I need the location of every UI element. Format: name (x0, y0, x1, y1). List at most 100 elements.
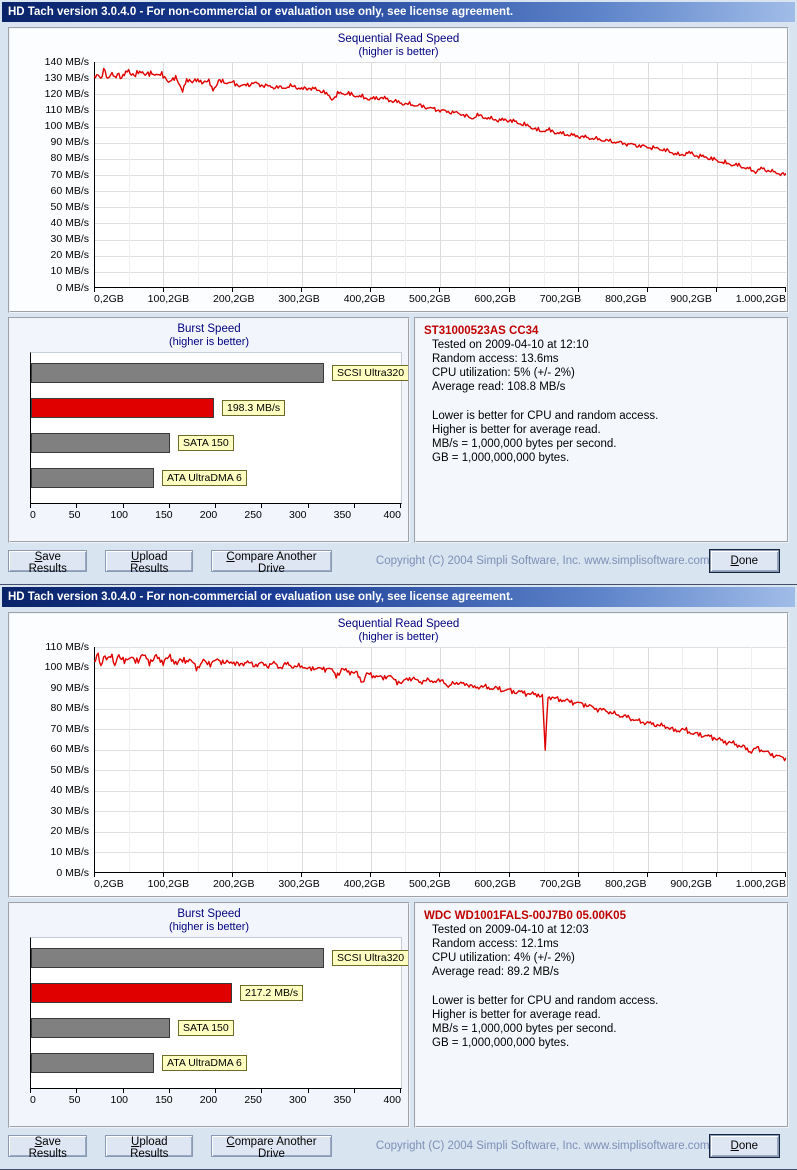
y-tick-label: 70 MB/s (50, 168, 89, 181)
buttons-row: Save Results Upload Results Compare Anot… (8, 1133, 789, 1160)
axis-tick (577, 873, 579, 877)
app-window: HD Tach version 3.0.4.0 - For non-commer… (0, 0, 797, 585)
burst-bar-measured (31, 398, 214, 418)
axis-tick (94, 288, 95, 292)
window-content: Sequential Read Speed (higher is better)… (2, 607, 795, 1161)
axis-tick (646, 873, 648, 877)
axis-tick (307, 504, 309, 508)
axis-tick (400, 504, 401, 508)
burst-x-tick-label: 200 (199, 509, 218, 521)
x-tick-label: 600,2GB (474, 293, 516, 305)
bar-label: SCSI Ultra320 (332, 365, 408, 381)
axis-tick (715, 873, 717, 877)
y-tick-label: 50 MB/s (50, 200, 89, 213)
axis-tick (353, 1089, 355, 1093)
info-line: CPU utilization: 4% (+/- 2%) (432, 952, 575, 964)
burst-x-tick-label: 50 (68, 509, 81, 521)
x-tick-label: 100,2GB (147, 293, 190, 305)
burst-x-tick-label: 150 (155, 509, 173, 521)
burst-chart-title: Burst Speed (177, 908, 241, 920)
burst-x-tick-label: 150 (155, 1094, 173, 1106)
upload-results-button[interactable]: Upload Results (105, 1134, 194, 1160)
x-axis-labels: 0,2GB 100,2GB 200,2GB 300,2GB 400,2GB 50… (94, 878, 786, 890)
axis-tick (122, 504, 124, 508)
axis-tick (370, 288, 372, 292)
save-results-button[interactable]: Save Results (8, 1134, 88, 1160)
axis-tick (261, 1089, 263, 1093)
compare-another-drive-button[interactable]: Compare Another Drive (211, 1134, 332, 1160)
seq-plot (94, 62, 786, 288)
info-line: Random access: 12.1ms (432, 938, 559, 950)
axis-tick (168, 1089, 170, 1093)
y-tick-label: 100 MB/s (44, 661, 89, 674)
x-tick-label: 1.000,2GB (735, 878, 786, 890)
x-tick-label: 800,2GB (605, 878, 647, 890)
y-tick-label: 30 MB/s (50, 233, 89, 246)
y-tick-label: 110 MB/s (45, 103, 89, 116)
note-line: Lower is better for CPU and random acces… (432, 995, 659, 1007)
note-line: MB/s = 1,000,000 bytes per second. (432, 438, 617, 450)
burst-x-tick-label: 300 (288, 509, 307, 521)
note-line: GB = 1,000,000,000 bytes. (432, 1037, 570, 1049)
bar-label: 217.2 MB/s (240, 985, 304, 1001)
x-tick-label: 300,2GB (278, 878, 320, 890)
x-tick-label: 200,2GB (213, 878, 255, 890)
y-tick-label: 50 MB/s (50, 763, 89, 776)
x-tick-label: 0,2GB (94, 293, 124, 305)
burst-bar-2 (31, 1018, 170, 1038)
axis-tick (232, 288, 234, 292)
burst-speed-panel: Burst Speed (higher is better) SCSI Ultr… (8, 902, 410, 1128)
axis-tick (715, 288, 717, 292)
title-bar: HD Tach version 3.0.4.0 - For non-commer… (2, 2, 795, 22)
axis-tick (353, 504, 355, 508)
x-tick-label: 400,2GB (343, 293, 386, 305)
axis-tick (646, 288, 648, 292)
y-tick-label: 120 MB/s (44, 87, 89, 100)
info-line: Random access: 13.6ms (432, 353, 559, 365)
y-tick-label: 140 MB/s (44, 55, 89, 68)
copyright-text: Copyright (C) 2004 Simpli Software, Inc.… (375, 1139, 710, 1152)
y-tick-label: 80 MB/s (50, 702, 89, 715)
burst-x-tick-label: 350 (333, 509, 352, 521)
seq-chart-area: 0 MB/s 10 MB/s 20 MB/s 30 MB/s 40 MB/s 50 MB/… (10, 641, 787, 879)
upload-results-button[interactable]: Upload Results (105, 549, 194, 575)
y-tick-label: 30 MB/s (50, 804, 89, 817)
x-tick-label: 300,2GB (278, 293, 320, 305)
axis-tick (94, 873, 95, 877)
done-button[interactable]: Done (709, 549, 780, 572)
axis-tick (232, 873, 234, 877)
burst-x-axis-labels: 0 50 100 150 200 250 300 350 400 (30, 509, 401, 521)
seq-chart-title: Sequential Read Speed (337, 618, 460, 630)
save-results-button[interactable]: Save Results (8, 549, 88, 575)
x-tick-label: 400,2GB (343, 878, 386, 890)
y-tick-label: 40 MB/s (50, 784, 89, 797)
x-tick-label: 800,2GB (605, 293, 647, 305)
y-axis-labels: 0 MB/s 10 MB/s 20 MB/s 30 MB/s 40 MB/s 50 MB/… (16, 56, 94, 294)
sequential-read-panel: Sequential Read Speed (higher is better)… (8, 27, 789, 313)
x-tick-label: 500,2GB (409, 878, 451, 890)
burst-chart-subtitle: (higher is better) (168, 921, 250, 933)
drive-name: WDC WD1001FALS-00J7B0 05.00K05 (424, 910, 626, 922)
y-tick-label: 90 MB/s (50, 681, 89, 694)
seq-plot (94, 647, 786, 873)
y-tick-label: 20 MB/s (50, 825, 89, 838)
bar-label: SCSI Ultra320 (332, 950, 408, 966)
bar-label: ATA UltraDMA 6 (162, 1055, 247, 1071)
axis-tick (439, 873, 441, 877)
info-line: Tested on 2009-04-10 at 12:03 (432, 924, 589, 936)
title-bar: HD Tach version 3.0.4.0 - For non-commer… (2, 587, 795, 607)
axis-tick (301, 288, 303, 292)
burst-x-tick-label: 200 (199, 1094, 218, 1106)
info-line: CPU utilization: 5% (+/- 2%) (432, 367, 575, 379)
bottom-row: Burst Speed (higher is better) SCSI Ultr… (8, 902, 789, 1128)
y-tick-label: 70 MB/s (50, 722, 89, 735)
y-tick-label: 10 MB/s (50, 265, 89, 278)
burst-bar-2 (31, 433, 170, 453)
compare-another-drive-button[interactable]: Compare Another Drive (211, 549, 332, 575)
axis-tick (261, 504, 263, 508)
done-button[interactable]: Done (709, 1134, 780, 1157)
axis-tick (784, 873, 786, 877)
drive-info-panel: WDC WD1001FALS-00J7B0 05.00K05 Tested on… (414, 902, 789, 1128)
bottom-row: Burst Speed (higher is better) SCSI Ultr… (8, 317, 789, 543)
sequential-read-panel: Sequential Read Speed (higher is better)… (8, 612, 789, 898)
